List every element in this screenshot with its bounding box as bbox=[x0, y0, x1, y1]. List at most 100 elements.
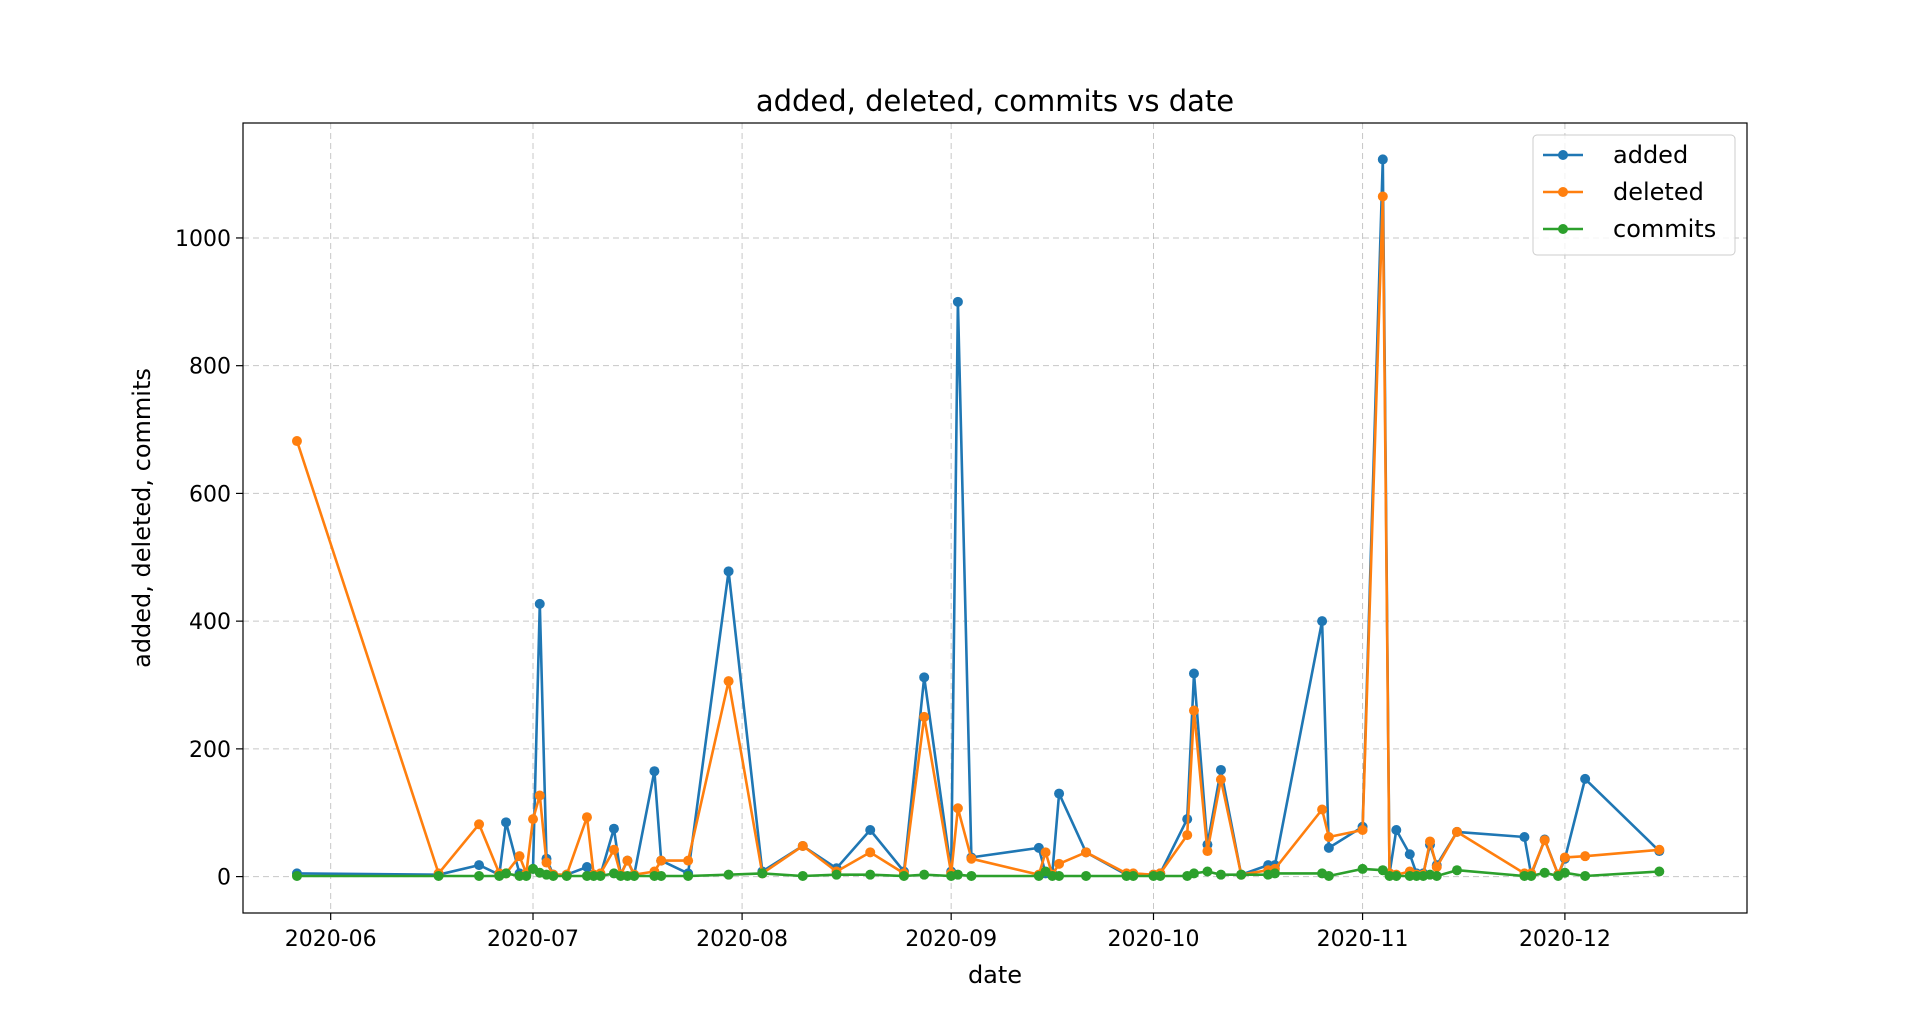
data-point-added bbox=[1317, 616, 1328, 627]
data-point-commits bbox=[898, 870, 909, 881]
data-point-added bbox=[649, 766, 660, 777]
y-tick-label: 200 bbox=[189, 738, 231, 763]
data-point-commits bbox=[1128, 870, 1139, 881]
x-tick-label: 2020-07 bbox=[487, 927, 579, 952]
data-point-added bbox=[723, 566, 734, 577]
series-added bbox=[291, 154, 1665, 880]
data-point-commits bbox=[723, 869, 734, 880]
data-point-commits bbox=[1377, 865, 1388, 876]
data-point-added bbox=[1215, 764, 1226, 775]
series-deleted bbox=[291, 191, 1665, 880]
data-point-commits bbox=[521, 870, 532, 881]
data-point-commits bbox=[1155, 870, 1166, 881]
data-point-deleted bbox=[1580, 851, 1591, 862]
data-point-commits bbox=[1269, 868, 1280, 879]
axes: 2020-06 2020-07 2020-08 2020-09 2020-10 2020-… bbox=[175, 227, 1611, 952]
data-point-deleted bbox=[541, 857, 552, 868]
data-point-commits bbox=[831, 869, 842, 880]
data-point-added bbox=[1323, 842, 1334, 853]
legend-swatch-marker bbox=[1558, 187, 1568, 197]
data-point-added bbox=[501, 817, 512, 828]
data-point-commits bbox=[1188, 868, 1199, 879]
data-point-added bbox=[1054, 788, 1065, 799]
series-line-added bbox=[296, 158, 1661, 877]
data-point-deleted bbox=[1317, 804, 1328, 815]
legend-swatch-marker bbox=[1558, 150, 1568, 160]
legend-label: deleted bbox=[1613, 178, 1704, 206]
data-point-deleted bbox=[1040, 847, 1051, 858]
x-tick-label: 2020-09 bbox=[905, 927, 997, 952]
data-point-commits bbox=[1357, 863, 1368, 874]
data-point-commits bbox=[474, 870, 485, 881]
data-point-deleted bbox=[474, 819, 485, 830]
data-point-commits bbox=[757, 868, 768, 879]
data-point-commits bbox=[919, 869, 930, 880]
data-point-commits bbox=[1081, 870, 1092, 881]
data-point-added bbox=[919, 672, 930, 683]
data-point-deleted bbox=[1182, 830, 1193, 841]
legend-swatch-marker bbox=[1558, 224, 1568, 234]
grid bbox=[243, 123, 1747, 913]
x-tick-label: 2020-10 bbox=[1108, 927, 1200, 952]
chart-title: added, deleted, commits vs date bbox=[756, 84, 1234, 118]
data-point-added bbox=[1391, 824, 1402, 835]
series-group bbox=[291, 154, 1665, 881]
data-point-deleted bbox=[1425, 836, 1436, 847]
x-axis-title: date bbox=[968, 961, 1022, 989]
data-point-deleted bbox=[683, 855, 694, 866]
data-point-commits bbox=[1215, 869, 1226, 880]
data-point-deleted bbox=[1215, 774, 1226, 785]
data-point-deleted bbox=[797, 840, 808, 851]
legend-box bbox=[1532, 134, 1736, 256]
data-point-commits bbox=[797, 870, 808, 881]
y-axis-title: added, deleted, commits bbox=[128, 368, 156, 668]
data-point-commits bbox=[1236, 869, 1247, 880]
data-point-deleted bbox=[1357, 824, 1368, 835]
series-line-deleted bbox=[295, 195, 1660, 877]
data-point-commits bbox=[1431, 870, 1442, 881]
data-point-commits bbox=[1559, 867, 1570, 878]
data-point-commits bbox=[629, 870, 640, 881]
y-tick-label: 400 bbox=[189, 610, 231, 635]
data-point-deleted bbox=[966, 853, 977, 864]
y-tick-label: 800 bbox=[189, 355, 231, 380]
x-tick-label: 2020-12 bbox=[1519, 927, 1611, 952]
data-point-deleted bbox=[952, 803, 963, 814]
data-point-deleted bbox=[1654, 844, 1665, 855]
data-point-deleted bbox=[528, 814, 539, 825]
data-point-deleted bbox=[291, 436, 302, 447]
data-point-added bbox=[1377, 154, 1388, 165]
legend-label: added bbox=[1613, 141, 1688, 169]
data-point-added bbox=[1404, 849, 1415, 860]
legend-item-added: added bbox=[1543, 141, 1688, 169]
data-point-deleted bbox=[1377, 191, 1388, 202]
x-tick-label: 2020-11 bbox=[1317, 927, 1409, 952]
data-point-commits bbox=[1323, 870, 1334, 881]
data-point-commits bbox=[952, 869, 963, 880]
data-point-deleted bbox=[723, 676, 734, 687]
data-point-deleted bbox=[656, 855, 667, 866]
legend-item-commits: commits bbox=[1543, 215, 1716, 243]
x-tick-label: 2020-08 bbox=[696, 927, 788, 952]
data-point-commits bbox=[683, 870, 694, 881]
data-point-deleted bbox=[1559, 852, 1570, 863]
data-point-deleted bbox=[581, 812, 592, 823]
data-point-added bbox=[1188, 668, 1199, 679]
data-point-added bbox=[1580, 773, 1591, 784]
y-tick-label: 600 bbox=[189, 482, 231, 507]
plot-area bbox=[242, 122, 1748, 914]
data-point-commits bbox=[433, 870, 444, 881]
data-point-deleted bbox=[1188, 705, 1199, 716]
data-point-deleted bbox=[534, 790, 545, 801]
legend-label: commits bbox=[1613, 215, 1716, 243]
data-point-deleted bbox=[1202, 846, 1213, 857]
data-point-deleted bbox=[1451, 826, 1462, 837]
data-point-commits bbox=[561, 870, 572, 881]
data-point-commits bbox=[1539, 867, 1550, 878]
data-point-commits bbox=[1526, 870, 1537, 881]
y-tick-label: 0 bbox=[217, 866, 231, 891]
data-point-commits bbox=[1580, 870, 1591, 881]
data-point-deleted bbox=[919, 711, 930, 722]
data-point-deleted bbox=[865, 847, 876, 858]
